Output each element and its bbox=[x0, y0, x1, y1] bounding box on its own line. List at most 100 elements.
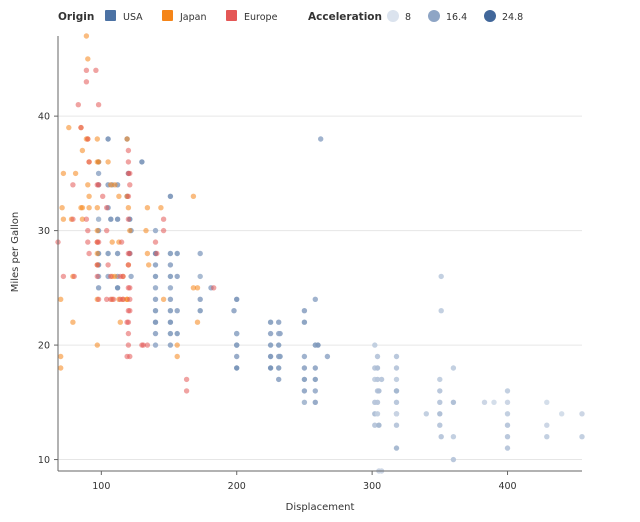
data-point bbox=[167, 285, 174, 291]
data-point bbox=[85, 182, 91, 188]
data-point bbox=[423, 411, 429, 417]
data-point bbox=[105, 250, 111, 257]
data-point bbox=[167, 193, 174, 199]
data-point bbox=[167, 319, 174, 325]
data-point bbox=[128, 273, 134, 280]
data-point bbox=[438, 434, 444, 440]
data-point bbox=[315, 342, 321, 348]
data-point bbox=[276, 376, 282, 383]
data-point bbox=[393, 445, 400, 451]
data-point bbox=[127, 182, 133, 188]
data-point bbox=[174, 353, 180, 360]
data-point bbox=[104, 227, 110, 234]
data-point bbox=[94, 262, 101, 268]
data-point bbox=[95, 159, 102, 165]
data-point bbox=[393, 376, 400, 383]
data-point bbox=[160, 227, 167, 234]
data-point bbox=[109, 239, 115, 245]
data-point bbox=[324, 353, 331, 360]
data-point bbox=[125, 159, 132, 165]
gridlines bbox=[58, 115, 582, 461]
data-point bbox=[167, 330, 174, 337]
data-point bbox=[75, 102, 82, 108]
data-point bbox=[437, 422, 443, 428]
legend-usa-swatch bbox=[105, 10, 116, 21]
data-point bbox=[144, 250, 151, 257]
data-point bbox=[105, 159, 111, 165]
data-point bbox=[211, 285, 217, 291]
data-point bbox=[374, 399, 381, 405]
data-point bbox=[190, 193, 197, 199]
legend-accel-mid-swatch bbox=[428, 10, 440, 22]
data-point bbox=[504, 388, 511, 394]
data-point bbox=[301, 376, 308, 383]
data-point bbox=[174, 273, 180, 280]
data-point bbox=[267, 365, 274, 371]
data-point bbox=[152, 342, 159, 348]
data-point bbox=[267, 330, 274, 337]
legend: Origin USA Japan Europe Acceleration 8 1… bbox=[58, 10, 523, 23]
data-point bbox=[301, 353, 308, 360]
data-point bbox=[104, 296, 110, 302]
data-point bbox=[167, 262, 174, 268]
data-point bbox=[125, 205, 132, 211]
data-point bbox=[438, 273, 444, 280]
data-point bbox=[277, 353, 283, 360]
data-point bbox=[95, 296, 102, 302]
data-point bbox=[59, 205, 65, 211]
axes bbox=[57, 36, 582, 472]
data-point bbox=[108, 216, 114, 222]
data-point bbox=[393, 399, 400, 405]
data-point bbox=[276, 365, 282, 371]
data-point bbox=[125, 193, 132, 199]
data-point bbox=[301, 319, 308, 325]
data-point bbox=[174, 342, 180, 348]
data-point bbox=[437, 376, 443, 383]
legend-acceleration-items: 8 16.4 24.8 bbox=[387, 10, 523, 23]
data-point bbox=[117, 319, 124, 325]
data-point bbox=[86, 159, 92, 165]
data-point bbox=[376, 422, 382, 428]
data-point bbox=[60, 273, 67, 280]
data-point bbox=[197, 273, 203, 280]
data-point bbox=[127, 170, 133, 177]
data-point bbox=[105, 262, 111, 268]
data-point bbox=[79, 205, 86, 211]
data-point bbox=[450, 434, 457, 440]
data-point bbox=[86, 193, 92, 199]
data-point bbox=[312, 388, 318, 394]
data-point bbox=[86, 205, 92, 211]
y-tick-label: 40 bbox=[38, 112, 50, 123]
data-point bbox=[78, 124, 84, 131]
data-point bbox=[144, 205, 151, 211]
data-point bbox=[114, 216, 121, 222]
data-point bbox=[152, 262, 159, 268]
data-point bbox=[372, 422, 378, 428]
data-point bbox=[83, 79, 90, 85]
data-point bbox=[125, 319, 132, 325]
data-point bbox=[504, 411, 511, 417]
data-point bbox=[70, 319, 76, 325]
data-point bbox=[301, 399, 308, 405]
legend-japan-label: Japan bbox=[179, 12, 207, 23]
data-point bbox=[125, 342, 132, 348]
data-point bbox=[58, 296, 64, 302]
data-point bbox=[559, 411, 565, 417]
legend-acceleration-title: Acceleration bbox=[308, 11, 382, 23]
data-point bbox=[167, 273, 174, 280]
tick-labels: 10 20 30 40 100 200 300 400 bbox=[38, 112, 517, 492]
data-point bbox=[174, 250, 180, 257]
data-point bbox=[301, 308, 308, 314]
data-point bbox=[108, 182, 114, 188]
data-point bbox=[437, 399, 443, 405]
legend-usa-label: USA bbox=[123, 12, 143, 23]
data-point bbox=[58, 353, 64, 360]
data-point bbox=[152, 285, 159, 291]
data-point bbox=[393, 411, 400, 417]
data-point bbox=[94, 227, 101, 234]
data-point bbox=[100, 193, 106, 199]
data-point bbox=[374, 411, 381, 417]
data-point bbox=[312, 296, 318, 302]
data-point bbox=[374, 365, 381, 371]
